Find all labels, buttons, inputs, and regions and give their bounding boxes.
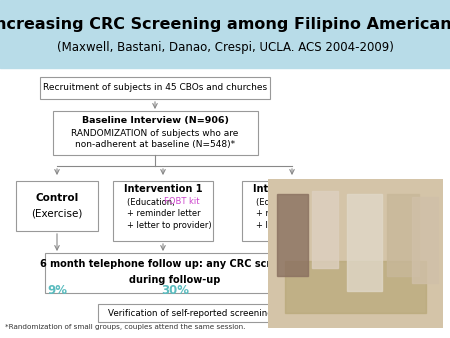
FancyBboxPatch shape xyxy=(113,181,213,241)
Text: RANDOMIZATION of subjects who are: RANDOMIZATION of subjects who are xyxy=(71,128,238,138)
Bar xyxy=(412,197,438,283)
Text: + reminder letter: + reminder letter xyxy=(127,210,201,218)
Text: Increasing CRC Screening among Filipino Americans: Increasing CRC Screening among Filipino … xyxy=(0,18,450,32)
FancyBboxPatch shape xyxy=(98,304,283,322)
Text: (Education,: (Education, xyxy=(127,197,177,207)
Text: Recruitment of subjects in 45 CBOs and churches: Recruitment of subjects in 45 CBOs and c… xyxy=(43,83,267,93)
Text: Intervention 1: Intervention 1 xyxy=(124,184,202,194)
Text: non-adherent at baseline (N=548)*: non-adherent at baseline (N=548)* xyxy=(75,141,235,149)
Text: FOBT kit: FOBT kit xyxy=(164,197,199,207)
Text: 9%: 9% xyxy=(47,284,67,296)
Text: *Randomization of small groups, couples attend the same session.: *Randomization of small groups, couples … xyxy=(5,324,245,330)
Text: 6 month telephone follow up: any CRC screening: 6 month telephone follow up: any CRC scr… xyxy=(40,259,310,269)
Text: (Maxwell, Bastani, Danao, Crespi, UCLA. ACS 2004-2009): (Maxwell, Bastani, Danao, Crespi, UCLA. … xyxy=(57,42,393,54)
Bar xyxy=(311,191,338,268)
FancyBboxPatch shape xyxy=(40,77,270,99)
Text: + letter to provider): + letter to provider) xyxy=(127,221,212,231)
Text: NO FOBT kit: NO FOBT kit xyxy=(293,197,344,207)
Text: 30%: 30% xyxy=(161,284,189,296)
Text: (Education,: (Education, xyxy=(256,197,306,207)
FancyBboxPatch shape xyxy=(242,181,342,241)
Bar xyxy=(347,194,382,291)
Text: Control: Control xyxy=(36,193,79,203)
Text: + reminder letter: + reminder letter xyxy=(256,210,329,218)
Bar xyxy=(276,194,308,276)
Text: Baseline Interview (N=906): Baseline Interview (N=906) xyxy=(81,117,229,125)
Bar xyxy=(0,0,450,68)
Text: (Exercise): (Exercise) xyxy=(32,209,83,219)
Text: Intervention 2: Intervention 2 xyxy=(253,184,331,194)
Text: + letter to provider): + letter to provider) xyxy=(256,221,341,231)
FancyBboxPatch shape xyxy=(16,181,98,231)
Text: 25%: 25% xyxy=(278,284,306,296)
Bar xyxy=(285,261,426,313)
Bar xyxy=(387,194,418,276)
FancyBboxPatch shape xyxy=(53,111,257,155)
Text: during follow-up: during follow-up xyxy=(129,275,220,285)
FancyBboxPatch shape xyxy=(45,253,305,293)
Text: Verification of self-reported screening: Verification of self-reported screening xyxy=(108,309,272,317)
